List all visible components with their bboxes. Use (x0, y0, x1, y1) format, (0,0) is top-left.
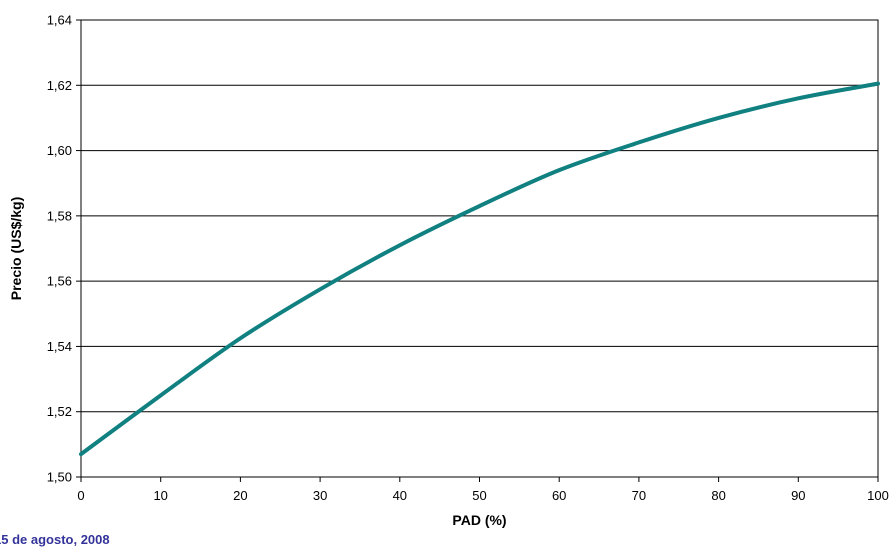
y-tick-label: 1,50 (47, 470, 72, 485)
x-tick-label: 0 (77, 488, 84, 503)
x-tick-label: 60 (552, 488, 566, 503)
x-tick-label: 70 (632, 488, 646, 503)
axis-ticks (76, 19, 879, 482)
footer-date: 15 de agosto, 2008 (0, 532, 110, 547)
y-tick-label: 1,58 (47, 208, 72, 223)
x-tick-label: 20 (233, 488, 247, 503)
x-tick-labels: 0 10 20 30 40 50 60 70 80 90 100 (77, 488, 888, 503)
y-axis-title: Precio (US$/kg) (8, 197, 24, 300)
x-tick-label: 50 (472, 488, 486, 503)
series-line (79, 81, 880, 457)
y-tick-labels: 1,50 1,52 1,54 1,56 1,58 1,60 1,62 1,64 (47, 13, 72, 485)
y-tick-label: 1,60 (47, 143, 72, 158)
x-tick-label: 40 (393, 488, 407, 503)
x-axis-title: PAD (%) (452, 512, 506, 528)
plot-area-frame (80, 19, 879, 478)
x-tick-label: 10 (153, 488, 167, 503)
x-tick-label: 90 (791, 488, 805, 503)
x-tick-label: 30 (313, 488, 327, 503)
y-tick-label: 1,64 (47, 13, 72, 28)
x-tick-label: 80 (711, 488, 725, 503)
y-tick-label: 1,62 (47, 78, 72, 93)
y-tick-label: 1,54 (47, 339, 72, 354)
grid-lines (81, 19, 878, 478)
y-tick-label: 1,56 (47, 274, 72, 289)
x-tick-label: 100 (867, 488, 889, 503)
y-tick-label: 1,52 (47, 404, 72, 419)
